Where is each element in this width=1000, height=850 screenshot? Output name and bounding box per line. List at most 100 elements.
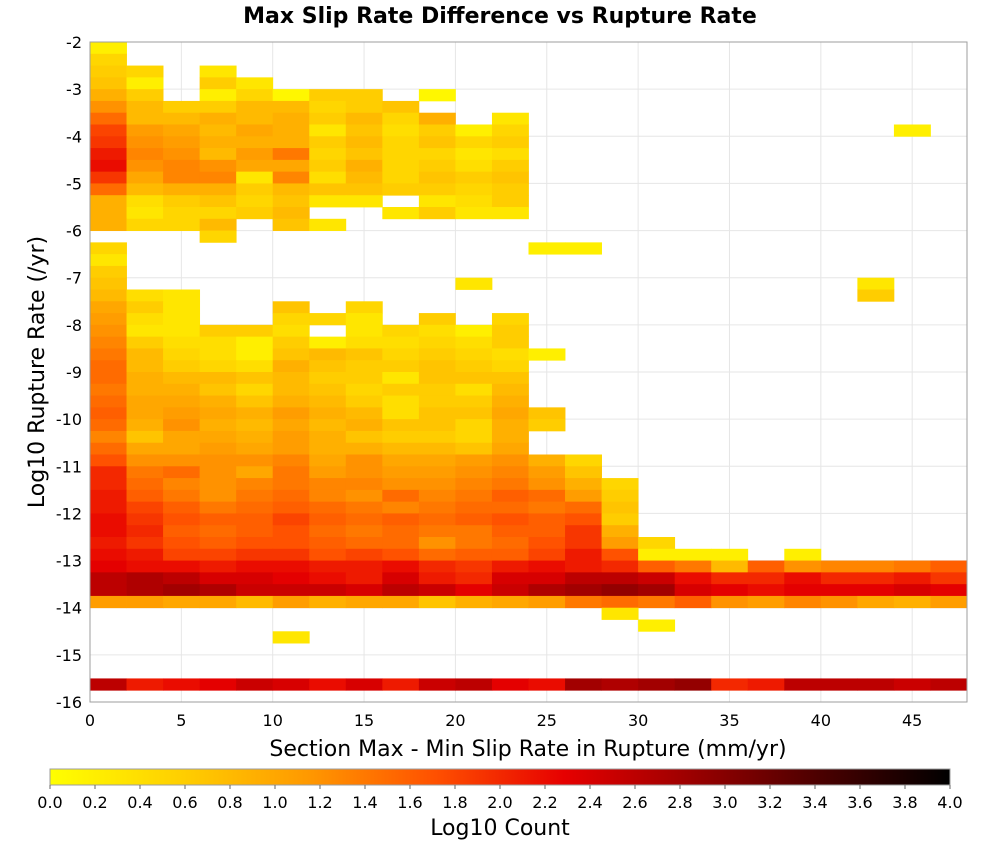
heatmap-cell	[199, 430, 237, 444]
heatmap-cell	[163, 207, 201, 220]
colorbar-tick-label: 2.8	[667, 793, 692, 812]
heatmap-cell	[236, 537, 274, 550]
heatmap-cell	[345, 442, 383, 455]
heatmap-cell	[199, 148, 237, 161]
heatmap-cell	[199, 678, 237, 691]
heatmap-cell	[565, 242, 602, 255]
heatmap-cell	[199, 584, 237, 597]
colorbar-tick-label: 2.0	[487, 793, 512, 812]
heatmap-cell	[491, 548, 529, 561]
heatmap-cell	[528, 348, 566, 361]
heatmap-cell	[382, 336, 420, 349]
heatmap-cell	[345, 148, 383, 161]
heatmap-cell	[126, 124, 164, 137]
heatmap-cell	[418, 419, 456, 432]
heatmap-cell	[309, 124, 347, 137]
y-tick-label: -12	[56, 504, 82, 523]
heatmap-cell	[820, 560, 858, 573]
heatmap-cell	[528, 560, 566, 573]
heatmap-cell	[163, 136, 201, 149]
heatmap-cell	[199, 230, 237, 243]
y-tick-label: -11	[56, 457, 82, 476]
heatmap-cell	[601, 513, 639, 526]
plot-frame	[89, 41, 968, 703]
heatmap-cell	[90, 383, 127, 396]
heatmap-cell	[455, 525, 493, 538]
heatmap-cell	[199, 501, 237, 514]
heatmap-cell	[236, 183, 274, 196]
heatmap-cell	[565, 489, 602, 503]
heatmap-cell	[163, 537, 201, 550]
heatmap-cell	[455, 383, 493, 396]
heatmap-cell	[565, 548, 602, 561]
heatmap-cell	[199, 89, 237, 102]
heatmap-cell	[528, 513, 566, 526]
heatmap-cell	[382, 501, 420, 514]
heatmap-cell	[309, 407, 347, 420]
heatmap-cell	[126, 372, 164, 385]
heatmap-cell	[163, 183, 201, 196]
heatmap-cell	[345, 454, 383, 467]
heatmap-cell	[345, 183, 383, 196]
heatmap-cell	[163, 313, 201, 326]
heatmap-cell	[199, 560, 237, 573]
heatmap-cell	[601, 489, 639, 503]
heatmap-cell	[90, 124, 127, 137]
heatmap-cell	[418, 537, 456, 550]
heatmap-cell	[126, 336, 164, 349]
x-tick-label: 40	[811, 711, 831, 730]
heatmap-cell	[126, 678, 164, 691]
heatmap-cell	[309, 501, 347, 514]
heatmap-cell	[491, 430, 529, 444]
heatmap-cell	[163, 419, 201, 432]
heatmap-cell	[491, 383, 529, 396]
heatmap-cell	[491, 360, 529, 373]
heatmap-cell	[491, 595, 529, 609]
heatmap-cell	[163, 324, 201, 338]
heatmap-cell	[309, 560, 347, 573]
heatmap-cell	[236, 584, 274, 597]
heatmap-cell	[455, 560, 493, 573]
heatmap-cell	[784, 560, 822, 573]
heatmap-cell	[163, 595, 201, 609]
heatmap-cell	[199, 207, 237, 220]
heatmap-cell	[491, 348, 529, 361]
heatmap-cell	[309, 183, 347, 196]
heatmap-cell	[711, 548, 749, 561]
heatmap-cell	[90, 324, 127, 338]
heatmap-cell	[893, 595, 931, 609]
colorbar-tick-label: 3.2	[757, 793, 782, 812]
heatmap-cell	[199, 324, 237, 338]
heatmap-cell	[382, 419, 420, 432]
y-axis-ticks: -2 -3 -4 -5 -6 -7 -8 -9 -10 -11 -12 -13 -14 -15 -16	[56, 33, 82, 712]
heatmap-cell	[418, 136, 456, 149]
heatmap-cell	[126, 195, 164, 208]
y-tick-label: -16	[56, 693, 82, 712]
heatmap-cell	[638, 619, 676, 632]
heatmap-cell	[345, 112, 383, 125]
heatmap-cell	[126, 183, 164, 196]
heatmap-cell	[491, 572, 529, 585]
heatmap-cell	[491, 372, 529, 385]
heatmap-cell	[418, 395, 456, 408]
heatmap-cell	[236, 407, 274, 420]
heatmap-cell	[90, 289, 127, 302]
heatmap-cell	[272, 348, 310, 361]
heatmap-cell	[491, 537, 529, 550]
heatmap-cell	[163, 195, 201, 208]
y-tick-label: -4	[66, 127, 82, 146]
heatmap-cell	[491, 395, 529, 408]
heatmap-cell	[90, 348, 127, 361]
heatmap-cell	[820, 584, 858, 597]
heatmap-cell	[491, 136, 529, 149]
heatmap-cell	[199, 419, 237, 432]
heatmap-cell	[199, 595, 237, 609]
heatmap-cell	[528, 548, 566, 561]
heatmap-cell	[418, 489, 456, 503]
heatmap-cell	[199, 65, 237, 78]
heatmap-cell	[236, 171, 274, 184]
heatmap-cell	[236, 466, 274, 479]
heatmap-cell	[309, 360, 347, 373]
heatmap-cell	[455, 159, 493, 173]
heatmap-cell	[455, 407, 493, 420]
